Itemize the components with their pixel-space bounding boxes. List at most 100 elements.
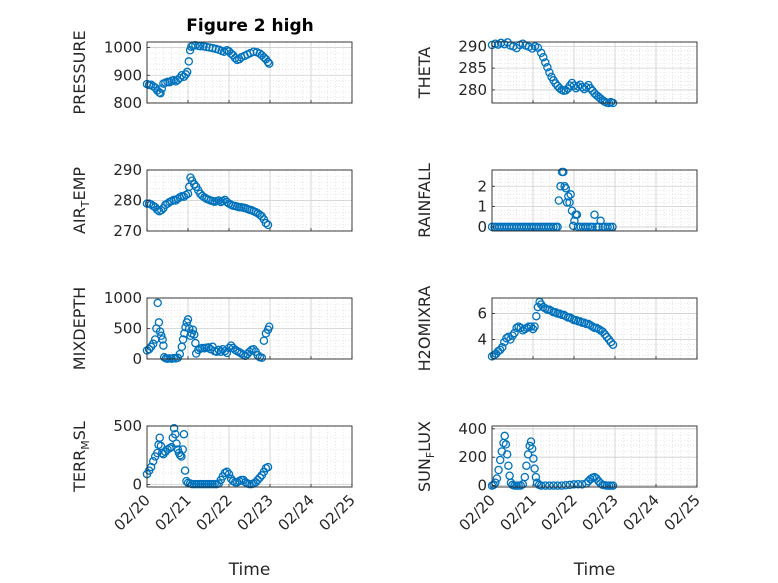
x-tick-label: 02/23 — [234, 491, 277, 534]
data-point — [185, 46, 195, 55]
x-tick-label: 02/20 — [111, 491, 154, 534]
data-point — [536, 481, 546, 490]
y-tick-label: 800 — [113, 94, 142, 112]
y-tick-label: 285 — [458, 59, 487, 77]
data-point — [520, 472, 530, 482]
data-point — [557, 481, 566, 490]
x-tick-label: 02/22 — [538, 491, 581, 534]
data-point — [178, 445, 187, 454]
data-point — [510, 328, 519, 338]
data-point — [602, 332, 612, 342]
y-tick-label: 6 — [477, 305, 487, 323]
data-point — [598, 327, 607, 336]
y-tick-label: 280 — [458, 81, 487, 99]
data-point — [494, 465, 503, 475]
data-point — [569, 81, 579, 90]
data-point — [156, 89, 165, 98]
data-point — [165, 77, 174, 87]
x-axis-label: Time — [228, 560, 271, 580]
data-point — [181, 323, 190, 332]
y-axis-label: H2OMIXRA — [415, 286, 434, 372]
data-point — [204, 343, 213, 352]
data-point — [189, 180, 199, 189]
data-point — [264, 59, 274, 68]
y-axis-label: TERRMSL — [70, 421, 92, 493]
data-point — [532, 311, 541, 321]
subplot-theta: 280 285 290 THETA — [415, 37, 698, 108]
x-tick-label: 02/21 — [152, 491, 195, 534]
data-point — [522, 323, 532, 333]
data-point — [501, 440, 511, 449]
data-point — [582, 83, 591, 92]
data-point — [564, 192, 573, 201]
data-point — [159, 341, 168, 350]
data-point — [178, 335, 188, 344]
data-point — [158, 335, 167, 344]
data-point — [565, 198, 574, 207]
data-point — [530, 464, 539, 473]
y-tick-label: 280 — [113, 192, 142, 210]
data-point — [489, 480, 498, 490]
data-point — [516, 481, 525, 490]
data-point — [588, 222, 597, 232]
data-point — [214, 196, 224, 205]
y-axis-label: MIXDEPTH — [70, 287, 89, 370]
data-point — [583, 222, 593, 232]
data-point — [545, 68, 554, 77]
subplot-h2omixra: 4 6 H2OMIXRA — [415, 286, 698, 372]
axes-background — [492, 170, 697, 231]
data-point — [522, 461, 531, 470]
data-point — [224, 469, 234, 479]
data-point — [600, 330, 610, 339]
data-point — [562, 198, 572, 207]
data-point — [553, 222, 562, 232]
data-point — [529, 454, 538, 463]
data-point — [545, 481, 554, 490]
data-point — [541, 481, 550, 490]
data-point — [608, 340, 618, 349]
subplot-air-temp: 270 280 290 AIRTEMP — [70, 161, 353, 240]
data-point — [180, 466, 190, 475]
data-point — [263, 57, 273, 67]
data-point — [264, 322, 274, 331]
data-point — [153, 298, 162, 308]
axes-background — [492, 426, 697, 487]
data-point — [263, 462, 273, 472]
data-point — [543, 63, 552, 72]
data-point — [171, 429, 180, 439]
data-point — [172, 439, 181, 448]
y-tick-label: 500 — [113, 417, 142, 435]
data-point — [531, 472, 541, 482]
data-point — [144, 344, 154, 354]
data-point — [257, 353, 267, 363]
data-point — [605, 222, 615, 232]
axes-frame — [146, 425, 353, 488]
x-tick-label: 02/25 — [661, 491, 704, 534]
x-tick-label: 02/20 — [456, 491, 499, 534]
data-point — [495, 345, 505, 355]
y-tick-label: 500 — [113, 320, 142, 338]
data-point — [586, 83, 595, 93]
data-point — [189, 330, 199, 339]
data-point — [196, 41, 205, 51]
y-axis-label: AIRTEMP — [70, 167, 92, 234]
data-point — [214, 345, 224, 355]
y-tick-label: 290 — [458, 37, 487, 55]
data-point — [608, 222, 617, 232]
y-tick-label: 4 — [477, 331, 487, 349]
y-axis-label: SUNFLUX — [415, 421, 437, 492]
x-tick-label: 02/21 — [497, 491, 540, 534]
y-tick-label: 1 — [477, 198, 487, 216]
y-tick-label: 290 — [113, 161, 142, 179]
data-point — [573, 479, 583, 489]
data-point — [261, 218, 271, 228]
data-point — [148, 456, 158, 466]
data-point — [263, 220, 273, 230]
data-point — [536, 48, 546, 58]
data-point — [222, 467, 232, 477]
data-point — [516, 323, 525, 333]
data-point — [155, 327, 165, 336]
data-point — [500, 431, 509, 441]
data-point — [551, 79, 560, 88]
data-point — [183, 315, 193, 324]
